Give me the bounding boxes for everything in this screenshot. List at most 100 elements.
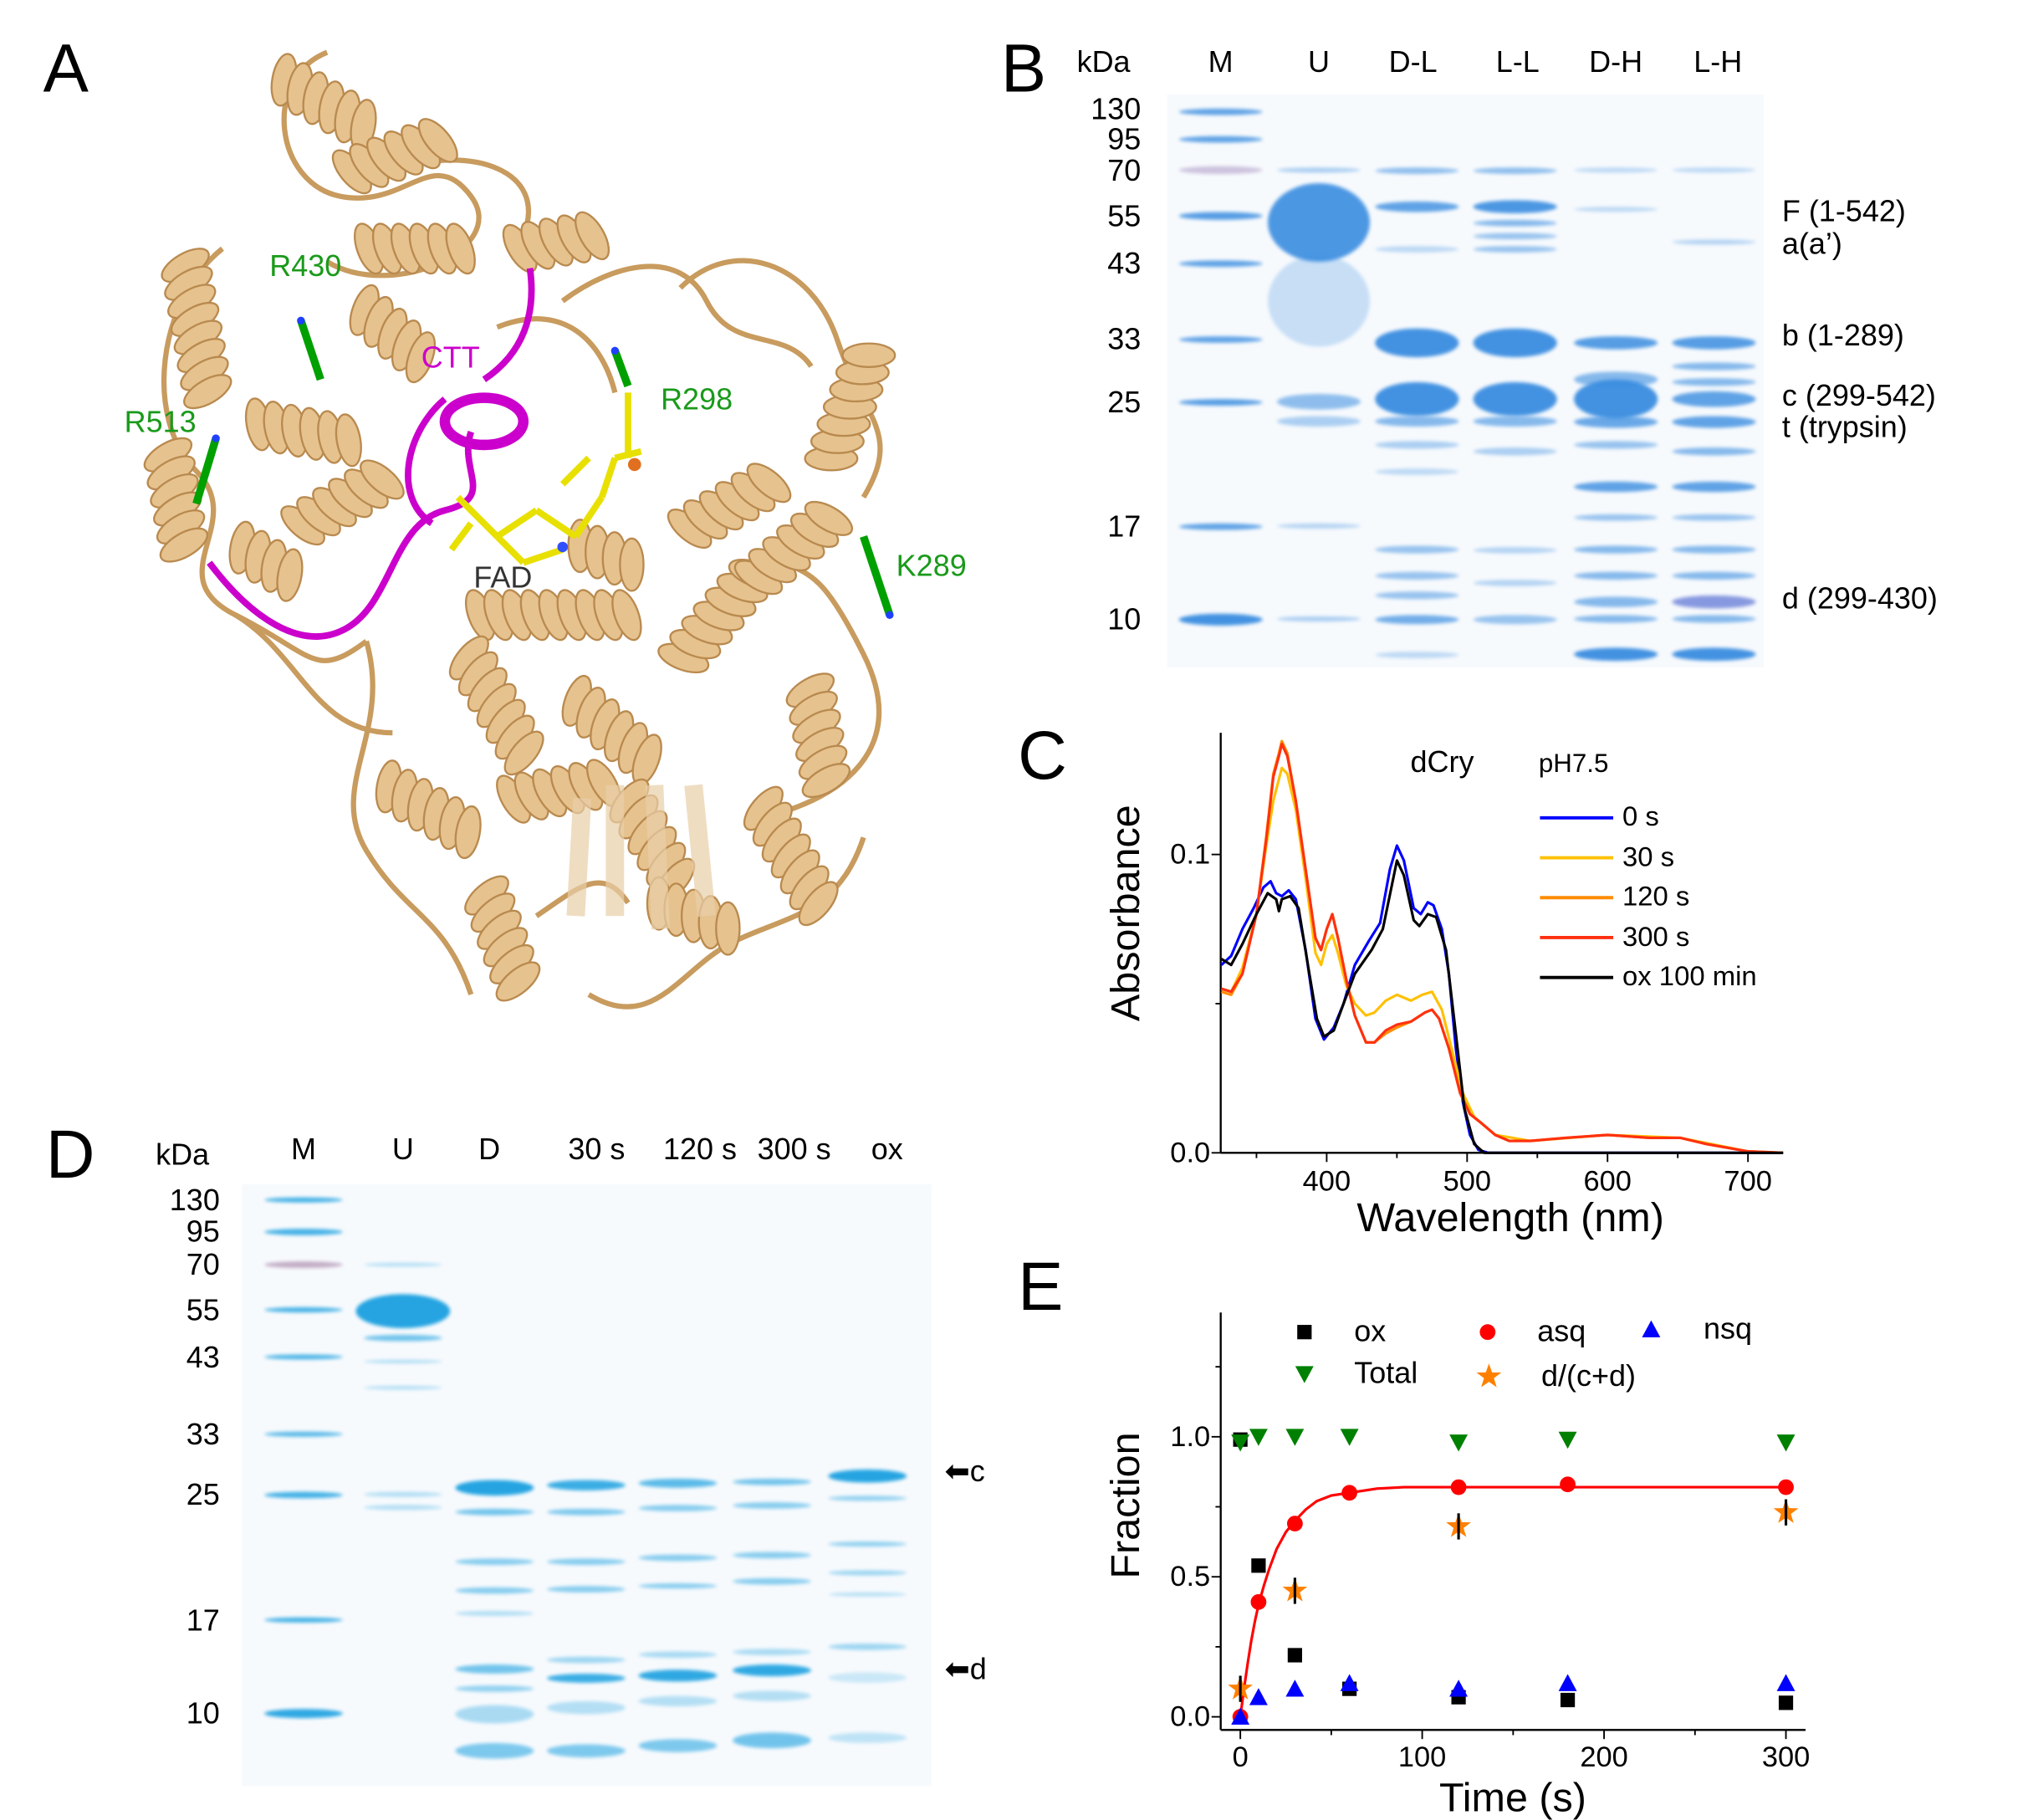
arrow-left-icon: ⬅ — [944, 1651, 970, 1686]
gel-band — [455, 1480, 534, 1496]
gel-band — [546, 1673, 626, 1683]
gel-b-marker-label: 43 — [1107, 246, 1142, 280]
chart-c-series-line — [1220, 844, 1784, 1154]
residue-r430 — [297, 319, 324, 381]
gel-band — [546, 1508, 626, 1515]
chart-c-annotation-ph: pH7.5 — [1538, 749, 1609, 779]
gel-band — [1375, 441, 1459, 449]
gel-band — [828, 1643, 907, 1650]
protein-helix — [502, 211, 610, 274]
gel-band — [1375, 591, 1459, 600]
gel-band — [733, 1577, 811, 1584]
gel-d-marker-label: 130 — [169, 1183, 220, 1217]
gel-band — [638, 1478, 718, 1488]
gel-b-marker-label: 33 — [1107, 321, 1142, 356]
chart-c — [1211, 733, 1784, 1163]
chart-e-legend-label: nsq — [1703, 1311, 1753, 1346]
gel-b-band-label: t (trypsin) — [1781, 409, 1908, 444]
gel-band — [1268, 183, 1371, 262]
gel-d-marker-label: 70 — [186, 1246, 220, 1281]
gel-band — [455, 1664, 534, 1674]
chart-e-point-ox — [1560, 1692, 1576, 1708]
chart-e-x-tick-label: 0 — [1232, 1740, 1249, 1773]
gel-b-marker-label: 17 — [1107, 509, 1142, 544]
protein-loop — [161, 246, 368, 663]
gel-band — [733, 1551, 811, 1558]
chart-c-ylabel: Absorbance — [1102, 805, 1148, 1022]
label-r513: R513 — [124, 404, 197, 439]
chart-c-legend-label: 0 s — [1622, 802, 1659, 833]
gel-band — [1672, 167, 1756, 173]
gel-band — [1574, 615, 1658, 623]
protein-helix — [464, 875, 541, 1002]
gel-band — [733, 1501, 811, 1509]
gel-b-lane-label: U — [1308, 44, 1331, 79]
chart-e-point-ox — [1251, 1558, 1266, 1573]
panel-d-letter: D — [45, 1117, 95, 1194]
protein-sheet — [645, 785, 671, 930]
gel-band — [264, 1431, 343, 1437]
protein-helix — [733, 500, 854, 596]
protein-loop — [233, 612, 393, 736]
gel-b-band-label: F (1-542) — [1781, 193, 1906, 228]
gel-band — [828, 1541, 907, 1547]
chart-e-legend-label: Total — [1354, 1355, 1418, 1390]
gel-band — [264, 1306, 343, 1313]
gel-d-lane-label: D — [478, 1132, 501, 1166]
residue-atom — [886, 611, 894, 620]
protein-helix — [448, 635, 544, 776]
residue-r513 — [192, 437, 220, 505]
chart-e-legend-marker — [1476, 1363, 1502, 1388]
gel-d-marker-label: 55 — [186, 1292, 220, 1327]
gel-band — [546, 1480, 626, 1490]
panel-e-letter: E — [1018, 1250, 1064, 1326]
protein-loop — [350, 640, 474, 996]
protein-helix — [567, 519, 645, 592]
gel-band — [638, 1583, 718, 1589]
gel-band — [828, 1732, 907, 1743]
chart-c-x-tick-label: 400 — [1302, 1164, 1351, 1198]
gel-band — [733, 1690, 811, 1701]
label-r298: R298 — [661, 381, 733, 417]
gel-band — [1276, 523, 1361, 529]
chart-c-series-line — [1220, 859, 1784, 1154]
gel-d-marker-label: 10 — [186, 1695, 220, 1731]
gel-band — [1276, 616, 1361, 622]
chart-c-legend-label: 300 s — [1622, 922, 1690, 953]
gel-band — [1574, 647, 1658, 662]
gel-b-band-label: b (1-289) — [1781, 318, 1904, 352]
chart-e-legend-label: asq — [1537, 1313, 1586, 1348]
gel-band — [363, 1505, 442, 1511]
gel-band — [1672, 514, 1756, 520]
chart-e-xlabel: Time (s) — [1438, 1774, 1586, 1820]
chart-c-y-tick-label: 0.0 — [1170, 1135, 1211, 1169]
chart-c-series-line — [1221, 743, 1784, 1154]
gel-band — [1473, 219, 1557, 226]
gel-band — [546, 1700, 626, 1715]
gel-b-band-label: c (299-542) — [1781, 378, 1936, 412]
gel-band — [1473, 245, 1557, 253]
gel-band — [363, 1358, 442, 1363]
chart-e-point-asq — [1560, 1476, 1576, 1493]
gel-band — [363, 1261, 442, 1266]
gel-band — [264, 1354, 343, 1360]
gel-d-marker-label: 43 — [186, 1340, 220, 1374]
gel-band — [264, 1490, 343, 1498]
gel-band — [638, 1504, 718, 1511]
chart-e-point-nsq — [1449, 1679, 1469, 1697]
gel-band — [828, 1570, 907, 1576]
fad-molecule — [448, 392, 642, 566]
gel-band — [1375, 381, 1459, 417]
gel-band — [1178, 612, 1263, 626]
protein-helix — [143, 437, 209, 563]
protein-loop — [496, 316, 618, 394]
gel-band — [546, 1557, 626, 1565]
arrow-left-icon: ⬅ — [944, 1454, 970, 1488]
gel-band — [1276, 167, 1361, 173]
protein-helix — [270, 53, 377, 153]
gel-band — [1178, 108, 1263, 115]
gel-b-unit: kDa — [1076, 44, 1131, 79]
chart-e-point-nsq — [1285, 1679, 1305, 1697]
gel-band — [1375, 651, 1459, 658]
gel-band — [546, 1585, 626, 1592]
